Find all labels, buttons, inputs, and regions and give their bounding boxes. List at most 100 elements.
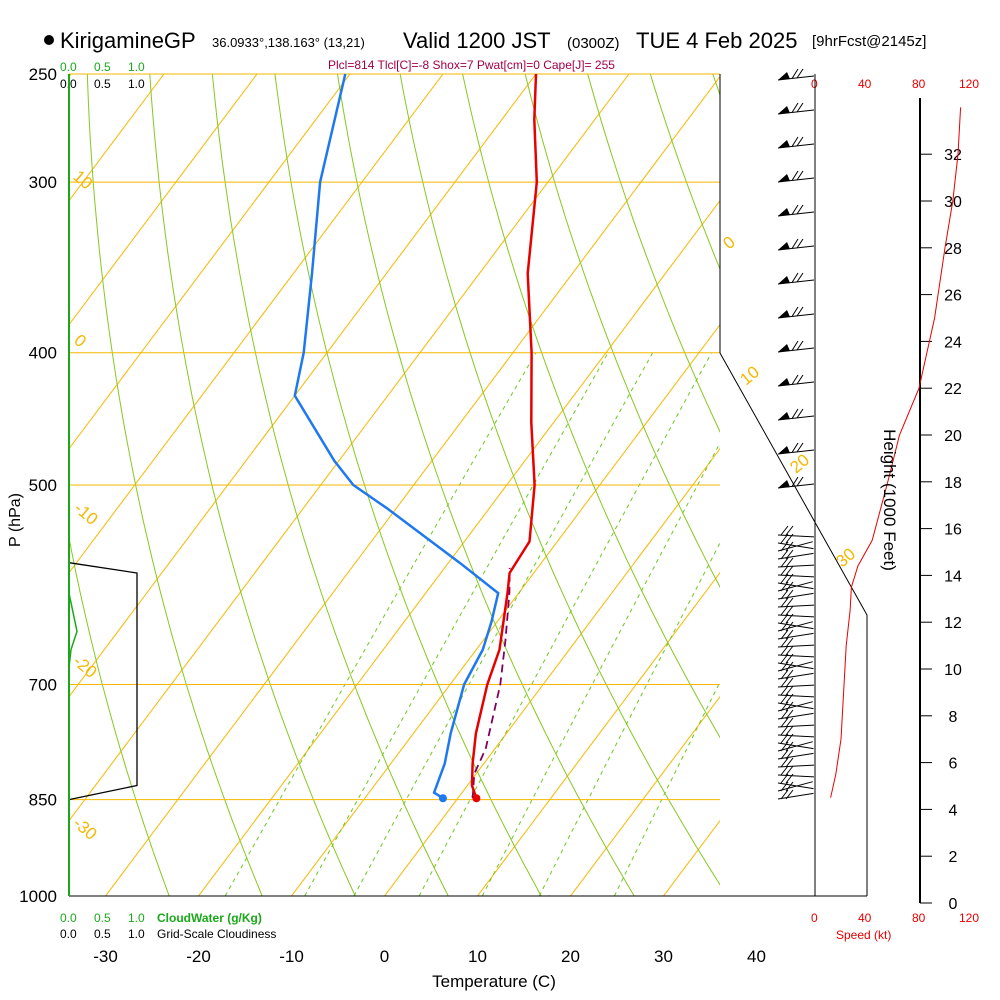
wind-barb-feather: [780, 533, 789, 544]
height-tick-label: 0: [949, 896, 958, 913]
wind-barb-feather: [785, 549, 794, 560]
height-axis-title: Height (1000 Feet): [880, 429, 899, 571]
dry-adiabat-line: [524, 74, 720, 589]
x-axis-title: Temperature (C): [432, 972, 556, 991]
wind-barb: [777, 238, 815, 251]
wind-barb-feather: [780, 749, 789, 760]
mixing-ratio-line: [224, 352, 537, 896]
wind-barb-shaft: [777, 734, 814, 738]
wind-barb: [777, 170, 815, 183]
wind-barb-feather: [791, 476, 799, 487]
isotherm-line: [477, 571, 720, 896]
wind-barb-shaft: [777, 632, 814, 640]
mixing-ratio-line: [418, 352, 713, 896]
wind-barb-feather: [796, 170, 804, 181]
wind-barb: [777, 597, 814, 608]
wind-barb-feather: [796, 204, 804, 215]
wind-barb-feather: [791, 408, 799, 419]
mixing-ratio-line: [304, 352, 609, 896]
wind-barb-feather: [785, 589, 794, 600]
wind-barb-feather: [780, 645, 789, 656]
wind-barb-pennant: [778, 106, 790, 114]
wind-barb-feather: [796, 238, 804, 249]
wind-barb-pennant: [778, 208, 790, 216]
isotherm-label: 30: [832, 544, 859, 571]
cloudwater-profile: [68, 592, 78, 668]
height-tick-label: 22: [944, 381, 962, 398]
top-speed-tick-1: 40: [858, 77, 872, 91]
wind-barb: [777, 581, 813, 592]
dry-adiabat-line: [462, 74, 720, 739]
wind-barb-shaft: [777, 581, 813, 592]
wind-barb-feather: [780, 709, 789, 720]
wind-barb: [777, 306, 815, 319]
wind-barb-feather: [796, 442, 804, 453]
x-tick-label: 20: [561, 947, 580, 966]
isotherm-label: -30: [69, 814, 100, 844]
wind-barb-feather: [785, 669, 794, 680]
wind-barb-shaft: [777, 574, 814, 578]
wind-barb-feather: [785, 637, 794, 648]
wind-barb-feather: [791, 204, 799, 215]
y-tick-label: 700: [29, 676, 57, 695]
mixing-ratio-label: 12: [538, 892, 560, 914]
wind-barb-pennant: [778, 446, 790, 454]
wind-barb-feather: [785, 789, 794, 800]
wind-barb-pennant: [778, 412, 790, 420]
wind-barb-shaft: [777, 701, 813, 712]
valid-zulu: (0300Z): [567, 35, 620, 52]
wind-barb: [777, 645, 814, 658]
wind-barb-feather: [780, 613, 789, 624]
height-tick-label: 24: [944, 334, 962, 351]
wind-barb: [777, 749, 814, 760]
wind-barb-feather: [785, 581, 794, 592]
wind-barb-feather: [780, 693, 789, 704]
height-tick-label: 10: [944, 662, 962, 679]
wind-barb-feather: [791, 306, 799, 317]
bottom-cloudiness-tick-1: 0.5: [94, 927, 111, 941]
wind-barb: [777, 781, 813, 792]
bottom-cloudiness-tick-0: 0.0: [60, 927, 77, 941]
dry-adiabat-line: [274, 74, 542, 896]
wind-barb-shaft: [777, 552, 814, 560]
wind-barb-feather: [785, 525, 794, 536]
wind-barb-feather: [791, 102, 799, 113]
dry-adiabat-line: [86, 74, 263, 896]
wind-barb: [777, 741, 813, 752]
wind-barb: [777, 525, 814, 538]
wind-barb-pennant: [778, 242, 790, 250]
wind-speed-profile: [830, 107, 962, 798]
wind-barb-feather: [780, 637, 789, 648]
wind-barb-shaft: [777, 684, 814, 688]
top-speed-tick-0: 0: [811, 77, 818, 91]
wind-barb-feather: [791, 340, 799, 351]
wind-barb-feather: [785, 773, 794, 784]
wind-barb-feather: [780, 573, 789, 584]
mixing-ratio-label: 5: [419, 899, 437, 914]
wind-barb-shaft: [777, 724, 814, 728]
y-tick-label: 400: [29, 344, 57, 363]
bottom-cloudwater-tick-0: 0.0: [60, 911, 77, 925]
wind-barb: [777, 701, 813, 712]
wind-barb-shaft: [777, 752, 814, 760]
bottom-speed-tick-2: 80: [912, 911, 926, 925]
bottom-cloudwater-tick-2: 1.0: [128, 911, 145, 925]
mixing-ratio-line: [538, 541, 720, 896]
wind-barb: [777, 442, 815, 455]
y-tick-label: 1000: [19, 887, 57, 906]
wind-barb-shaft: [777, 774, 814, 778]
wind-barb: [777, 637, 814, 648]
wind-barb-feather: [791, 442, 799, 453]
isotherm-label: -20: [69, 652, 100, 682]
x-tick-label: 40: [747, 947, 766, 966]
wind-barb: [777, 685, 814, 698]
height-tick-label: 26: [944, 288, 962, 305]
wind-barb-feather: [785, 781, 794, 792]
isotherm-line: [69, 74, 351, 450]
wind-barb-shaft: [777, 592, 814, 600]
mixing-ratio-line: [481, 442, 720, 896]
wind-barb-feather: [785, 765, 794, 776]
wind-barb: [777, 661, 813, 672]
wind-barb-feather: [791, 170, 799, 181]
